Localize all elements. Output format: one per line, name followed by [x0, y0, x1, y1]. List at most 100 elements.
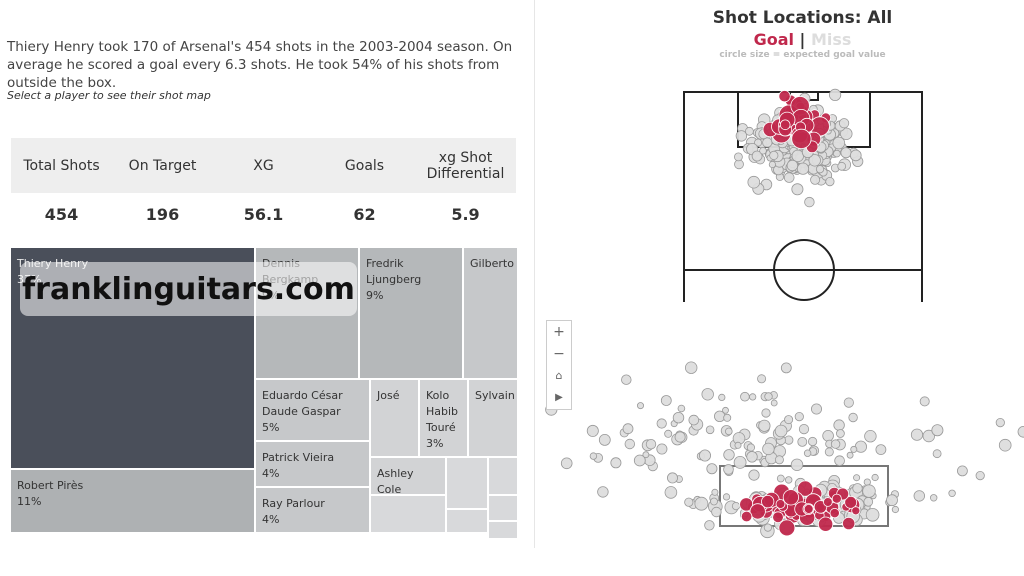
- instruction: Select a player to see their shot map: [7, 89, 211, 102]
- miss-shot: [837, 161, 847, 171]
- miss-shot: [645, 439, 657, 450]
- kpi-label: XG: [253, 157, 274, 174]
- treemap-cell: [489, 522, 517, 538]
- miss-shot: [891, 505, 900, 514]
- legend-separator: |: [799, 30, 806, 49]
- player-share: 4%: [262, 467, 280, 480]
- treemap-cell[interactable]: Sylvain: [469, 380, 517, 456]
- treemap-cell[interactable]: Robert Pirès 11%: [11, 470, 254, 532]
- miss-shot: [948, 489, 956, 497]
- miss-shot: [622, 423, 634, 435]
- player-name: Fredrik Ljungberg: [366, 257, 422, 286]
- miss-shot: [833, 149, 841, 158]
- treemap-cell: [371, 496, 445, 532]
- goal-shot: [778, 90, 791, 103]
- treemap-cell[interactable]: Ray Parlour 4%: [256, 488, 369, 532]
- player-share: 4%: [262, 513, 280, 526]
- miss-shot: [757, 374, 767, 384]
- miss-shot: [664, 429, 673, 438]
- miss-shot: [836, 429, 845, 438]
- miss-shot: [751, 150, 763, 162]
- goal-shot: [817, 516, 834, 532]
- play[interactable]: ▶: [555, 392, 563, 403]
- treemap-cell[interactable]: Patrick Vieira 4%: [256, 442, 369, 486]
- miss-shot: [822, 429, 834, 442]
- miss-shot: [706, 463, 718, 475]
- treemap-cell[interactable]: José: [371, 380, 418, 456]
- summary: Thiery Henry took 170 of Arsenal's 454 s…: [7, 39, 513, 91]
- miss-shot: [811, 403, 823, 415]
- miss-shot: [830, 439, 841, 449]
- legend-goal[interactable]: Goal: [753, 30, 794, 49]
- miss-shot: [764, 392, 773, 401]
- miss-shot: [774, 455, 784, 465]
- miss-shot: [774, 424, 788, 438]
- miss-shot: [784, 415, 794, 425]
- miss-shot: [610, 457, 622, 469]
- miss-shot: [848, 412, 858, 423]
- miss-shot: [849, 149, 862, 162]
- miss-shot: [733, 455, 747, 469]
- miss-shot: [677, 404, 686, 413]
- goal-shot: [740, 510, 753, 523]
- home[interactable]: ⌂: [555, 369, 563, 382]
- miss-shot: [807, 436, 818, 447]
- player-name: Sylvain: [475, 389, 515, 402]
- treemap-cell[interactable]: Gilberto: [464, 248, 517, 378]
- miss-shot: [667, 472, 679, 484]
- miss-shot: [785, 476, 793, 484]
- miss-shot: [761, 408, 771, 418]
- kpi-label: xg Shot Differential: [426, 149, 505, 182]
- miss-shot: [769, 150, 779, 160]
- treemap-cell: [447, 510, 487, 532]
- miss-shot: [803, 449, 812, 457]
- miss-shot: [865, 507, 880, 522]
- goal-shot: [772, 511, 784, 524]
- miss-shot: [740, 391, 750, 402]
- miss-shot: [672, 412, 685, 424]
- treemap-cell: [489, 496, 517, 520]
- treemap-cell: [489, 458, 517, 494]
- watermark: franklinguitars.com: [20, 262, 357, 316]
- miss-shot: [913, 490, 926, 502]
- miss-shot: [840, 147, 852, 159]
- miss-shot: [863, 496, 874, 507]
- kpi-value: 62: [353, 205, 376, 224]
- goal-shot: [844, 495, 858, 509]
- miss-shot: [586, 424, 599, 437]
- goal-shot: [779, 119, 791, 131]
- treemap-cell[interactable]: Ashley Cole: [371, 458, 445, 494]
- goal-shot: [829, 507, 840, 519]
- zoom-in[interactable]: +: [553, 324, 565, 340]
- player-name: José: [377, 389, 400, 402]
- miss-shot: [852, 483, 863, 494]
- miss-shot: [701, 388, 714, 401]
- miss-shot: [710, 497, 718, 506]
- legend-miss[interactable]: Miss: [810, 30, 852, 49]
- miss-shot: [734, 152, 743, 162]
- kpi-label: Total Shots: [23, 157, 100, 174]
- treemap-cell[interactable]: Fredrik Ljungberg 9%: [360, 248, 462, 378]
- kpi-label: Goals: [344, 157, 385, 174]
- player-name: Kolo Habib Touré: [426, 389, 459, 434]
- treemap-cell[interactable]: Kolo Habib Touré 3%: [420, 380, 467, 456]
- divider: [534, 0, 535, 548]
- shots: [545, 88, 1024, 539]
- center-circle: [773, 239, 835, 301]
- miss-shot: [796, 162, 810, 175]
- miss-shot: [886, 494, 898, 507]
- miss-shot: [723, 464, 734, 475]
- goal-shot: [823, 497, 833, 507]
- miss-shot: [768, 160, 777, 169]
- miss-shot: [798, 423, 810, 435]
- miss-shot: [832, 136, 846, 150]
- miss-shot: [754, 138, 763, 147]
- miss-shot: [688, 414, 700, 426]
- goal-shot: [851, 506, 861, 516]
- miss-shot: [759, 146, 767, 155]
- zoom-out[interactable]: −: [553, 346, 565, 362]
- miss-shot: [922, 429, 936, 443]
- treemap-cell[interactable]: Eduardo César Daude Gaspar 5%: [256, 380, 369, 440]
- miss-shot: [846, 451, 854, 459]
